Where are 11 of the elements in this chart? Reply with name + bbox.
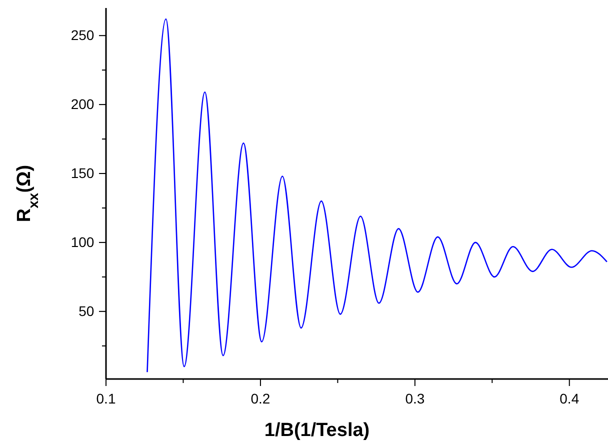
y-tick-label: 100 xyxy=(70,234,94,250)
y-tick-label: 50 xyxy=(78,302,94,319)
x-axis-title: 1/B(1/Tesla) xyxy=(264,420,370,441)
line-series xyxy=(146,18,608,373)
x-tick-label: 0.3 xyxy=(405,390,425,406)
y-tick-label: 250 xyxy=(70,27,94,44)
y-tick-label: 150 xyxy=(70,164,94,181)
x-tick-label: 0.2 xyxy=(250,390,270,406)
x-tick-label: 0.4 xyxy=(560,390,580,406)
y-tick-label: 200 xyxy=(70,96,94,112)
x-tick-label: 0.1 xyxy=(96,390,116,406)
